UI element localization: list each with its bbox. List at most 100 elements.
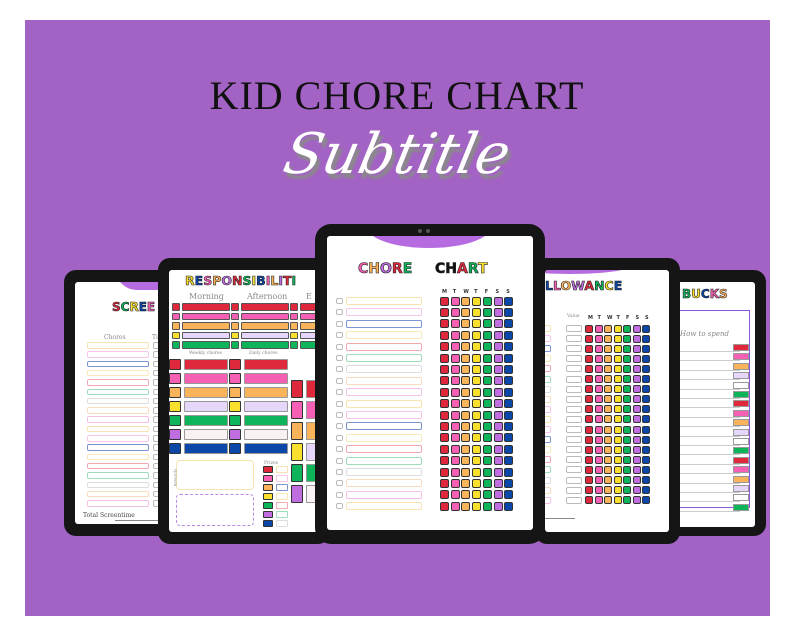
chore-text-box[interactable]: [346, 422, 422, 431]
day-check-box[interactable]: [613, 395, 622, 404]
day-check-box[interactable]: [482, 433, 492, 443]
day-check-box[interactable]: [450, 467, 460, 477]
chore-check-box[interactable]: [291, 464, 303, 482]
day-check-box[interactable]: [472, 364, 482, 374]
chore-text-box[interactable]: [545, 496, 551, 504]
day-check-box[interactable]: [450, 478, 460, 488]
chore-text-box[interactable]: [87, 481, 149, 488]
day-check-box[interactable]: [493, 296, 503, 306]
day-check-box[interactable]: [632, 476, 641, 484]
chore-check-box[interactable]: [169, 415, 181, 426]
day-check-box[interactable]: [461, 433, 471, 443]
chore-text-box[interactable]: [87, 379, 149, 386]
day-check-box[interactable]: [482, 444, 492, 454]
day-check-box[interactable]: [472, 490, 482, 500]
day-check-box[interactable]: [623, 324, 631, 333]
day-check-box[interactable]: [482, 319, 492, 329]
chore-check-box[interactable]: [172, 322, 180, 330]
day-check-box[interactable]: [504, 410, 514, 420]
chore-text-box[interactable]: [346, 479, 422, 488]
day-check-box[interactable]: [440, 319, 449, 329]
day-check-box[interactable]: [504, 501, 514, 511]
day-check-box[interactable]: [594, 465, 603, 474]
day-check-box[interactable]: [493, 501, 503, 511]
day-check-box[interactable]: [642, 354, 650, 363]
day-check-box[interactable]: [642, 364, 650, 373]
chore-checkbox[interactable]: [336, 503, 343, 510]
day-check-box[interactable]: [604, 344, 612, 353]
day-check-box[interactable]: [504, 319, 514, 329]
chore-text-box[interactable]: [346, 376, 422, 385]
value-box[interactable]: [566, 415, 582, 423]
day-check-box[interactable]: [613, 405, 622, 414]
day-check-box[interactable]: [440, 387, 449, 397]
day-check-box[interactable]: [461, 364, 471, 374]
amount-box[interactable]: [733, 381, 749, 389]
prize-check-box[interactable]: [263, 520, 273, 527]
chore-checkbox[interactable]: [336, 434, 343, 441]
day-check-box[interactable]: [632, 496, 641, 505]
chore-text-box[interactable]: [346, 411, 422, 419]
day-check-box[interactable]: [632, 486, 641, 495]
day-check-box[interactable]: [482, 364, 492, 374]
prize-check-box[interactable]: [263, 466, 273, 473]
value-box[interactable]: [566, 325, 582, 332]
chore-text-box[interactable]: [87, 500, 149, 507]
amount-box[interactable]: [733, 391, 749, 398]
day-check-box[interactable]: [604, 445, 612, 454]
chore-check-box[interactable]: [172, 331, 180, 339]
day-check-box[interactable]: [450, 307, 460, 317]
day-check-box[interactable]: [461, 353, 471, 363]
day-check-box[interactable]: [482, 410, 492, 420]
chore-text-box[interactable]: [545, 436, 551, 444]
chore-checkbox[interactable]: [336, 298, 343, 304]
day-check-box[interactable]: [504, 296, 514, 306]
chore-text-box[interactable]: [346, 331, 422, 340]
day-check-box[interactable]: [594, 354, 603, 363]
day-check-box[interactable]: [604, 476, 612, 484]
amount-box[interactable]: [733, 438, 749, 445]
day-check-box[interactable]: [623, 385, 631, 394]
day-check-box[interactable]: [613, 324, 622, 333]
value-box[interactable]: [566, 405, 582, 413]
chore-text-box[interactable]: [545, 395, 551, 403]
chore-check-box[interactable]: [229, 387, 241, 398]
day-check-box[interactable]: [632, 425, 641, 434]
day-check-box[interactable]: [493, 456, 503, 466]
chore-checkbox[interactable]: [336, 366, 343, 373]
day-check-box[interactable]: [642, 385, 650, 394]
day-check-box[interactable]: [632, 455, 641, 464]
day-check-box[interactable]: [440, 456, 449, 466]
day-check-box[interactable]: [504, 364, 514, 374]
chore-check-box[interactable]: [291, 380, 303, 398]
day-check-box[interactable]: [613, 486, 622, 495]
day-check-box[interactable]: [613, 364, 622, 373]
value-box[interactable]: [566, 466, 582, 474]
day-check-box[interactable]: [613, 354, 622, 363]
value-box[interactable]: [566, 476, 582, 484]
day-check-box[interactable]: [585, 395, 593, 404]
day-check-box[interactable]: [594, 425, 603, 434]
chore-checkbox[interactable]: [336, 412, 343, 418]
day-check-box[interactable]: [504, 376, 514, 386]
day-check-box[interactable]: [594, 334, 603, 343]
day-check-box[interactable]: [472, 501, 482, 511]
day-check-box[interactable]: [594, 344, 603, 353]
day-check-box[interactable]: [482, 342, 492, 352]
day-check-box[interactable]: [585, 496, 593, 505]
day-check-box[interactable]: [461, 478, 471, 488]
chore-checkbox[interactable]: [336, 469, 343, 475]
chore-text-box[interactable]: [87, 462, 149, 470]
chore-text-box[interactable]: [346, 354, 422, 362]
chore-checkbox[interactable]: [336, 480, 343, 487]
day-check-box[interactable]: [461, 307, 471, 317]
chore-check-box[interactable]: [229, 429, 241, 440]
day-check-box[interactable]: [493, 319, 503, 329]
day-check-box[interactable]: [623, 354, 631, 363]
day-check-box[interactable]: [461, 456, 471, 466]
chore-checkbox[interactable]: [336, 309, 343, 316]
day-check-box[interactable]: [440, 399, 449, 409]
chore-checkbox[interactable]: [336, 457, 343, 464]
chore-check-box[interactable]: [290, 303, 298, 311]
day-check-box[interactable]: [613, 476, 622, 484]
